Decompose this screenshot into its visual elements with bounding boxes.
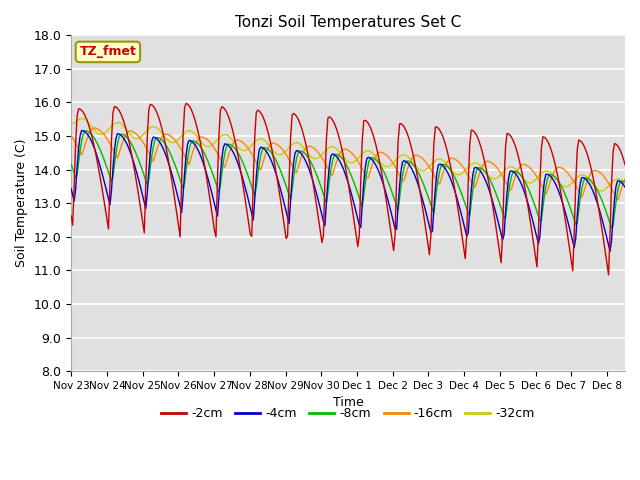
X-axis label: Time: Time [333,396,364,409]
Y-axis label: Soil Temperature (C): Soil Temperature (C) [15,139,28,267]
Text: TZ_fmet: TZ_fmet [79,46,136,59]
Legend: -2cm, -4cm, -8cm, -16cm, -32cm: -2cm, -4cm, -8cm, -16cm, -32cm [156,402,540,425]
Title: Tonzi Soil Temperatures Set C: Tonzi Soil Temperatures Set C [235,15,461,30]
